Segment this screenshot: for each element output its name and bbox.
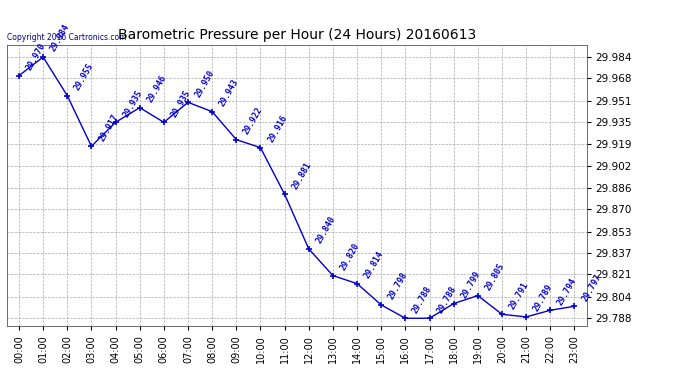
Title: Barometric Pressure per Hour (24 Hours) 20160613: Barometric Pressure per Hour (24 Hours) … bbox=[117, 28, 476, 42]
Text: 29.805: 29.805 bbox=[484, 261, 506, 292]
Text: 29.814: 29.814 bbox=[363, 249, 386, 280]
Text: 29.950: 29.950 bbox=[194, 68, 217, 99]
Text: 29.799: 29.799 bbox=[460, 270, 482, 300]
Text: 29.797: 29.797 bbox=[580, 272, 603, 303]
Text: 29.955: 29.955 bbox=[73, 62, 96, 92]
Text: 29.791: 29.791 bbox=[508, 280, 531, 311]
Text: 29.916: 29.916 bbox=[266, 114, 289, 144]
Text: 29.840: 29.840 bbox=[315, 215, 337, 245]
Text: 29.917: 29.917 bbox=[97, 112, 120, 143]
Text: 29.970: 29.970 bbox=[25, 42, 48, 72]
Text: 29.935: 29.935 bbox=[170, 88, 193, 119]
Text: 29.881: 29.881 bbox=[290, 160, 313, 191]
Text: 29.820: 29.820 bbox=[339, 242, 362, 272]
Text: 29.935: 29.935 bbox=[121, 88, 144, 119]
Text: 29.794: 29.794 bbox=[556, 276, 579, 307]
Text: 29.798: 29.798 bbox=[387, 271, 410, 302]
Text: 29.788: 29.788 bbox=[435, 284, 458, 315]
Text: 29.984: 29.984 bbox=[49, 23, 72, 54]
Text: 29.946: 29.946 bbox=[146, 74, 168, 104]
Text: 29.789: 29.789 bbox=[532, 283, 555, 314]
Text: Copyright 2016 Cartronics.com: Copyright 2016 Cartronics.com bbox=[7, 33, 126, 42]
Text: 29.922: 29.922 bbox=[242, 106, 265, 136]
Text: Pressure  (Inches/Hg): Pressure (Inches/Hg) bbox=[580, 34, 690, 43]
Text: 29.943: 29.943 bbox=[218, 78, 241, 108]
Text: 29.788: 29.788 bbox=[411, 284, 434, 315]
